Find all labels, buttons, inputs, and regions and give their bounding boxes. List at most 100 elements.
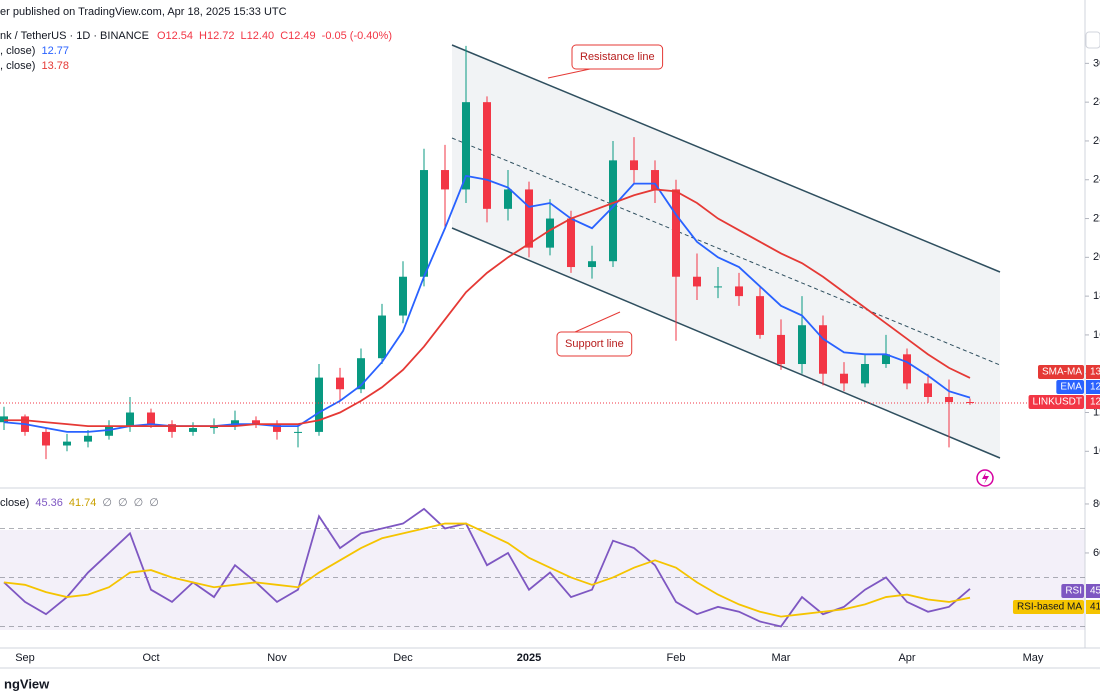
candle-body [672,189,680,277]
candle-body [714,286,722,288]
axis-value: 45.36 [1090,586,1100,597]
axis-value: 41.74 [1090,602,1100,613]
axis-tag [1056,380,1084,394]
candle-body [924,383,932,397]
x-tick-label: Oct [142,652,159,664]
logo-text: ngView [4,676,50,691]
y-tick-label: 24 [1093,174,1100,186]
sma-legend: , close) [0,60,35,72]
candle-body [273,424,281,432]
candle-body [756,296,764,335]
candle-body [315,377,323,432]
candle-body [126,412,134,427]
candle-body [84,435,92,442]
candle-body [693,276,701,287]
axis-tag-label: RSI [1065,586,1082,597]
y-tick-label: 10 [1093,445,1100,457]
candle-body [168,424,176,432]
lightning-icon[interactable] [976,469,994,487]
candle-body [945,396,953,403]
candle-body [903,354,911,384]
candle-body [504,189,512,209]
y-tick-label: 60 [1093,547,1100,559]
resistance-line [451,44,1001,273]
x-tick-label: Dec [393,652,413,664]
annotation-box [571,44,664,70]
annotation-pointer [574,311,621,333]
lightning-bolt [982,472,989,484]
rsi-legend: close) [0,497,29,509]
candle-body [840,373,848,384]
annotation-text: Resistance line [580,51,655,63]
x-tick-label: May [1023,652,1044,664]
ema-legend: , close) [0,45,35,57]
x-tick-label: Apr [898,652,915,664]
y-tick-label: 30 [1093,57,1100,69]
annotation-box [556,331,633,357]
candle-body [525,189,533,248]
sma-value: 13.78 [41,60,69,72]
axis-tag-label: RSI-based MA [1017,602,1082,613]
candle-body [399,276,407,316]
y-tick-label: 16 [1093,329,1100,341]
candle-body [798,325,806,365]
axis-value-tag [1086,365,1100,379]
series-line [4,188,971,427]
axis-tag-label: EMA [1060,382,1082,393]
candle-body [861,364,869,384]
axis-tag-label: SMA-MA [1042,367,1082,378]
candle-body [777,334,785,365]
change: -0.05 (-0.40%) [322,30,392,42]
support-line [451,227,1001,459]
candle-body [63,441,71,446]
annotation-pointer [547,68,591,79]
rsi-extra: ∅ [134,497,144,509]
axis-tag [1012,600,1084,614]
ohlc-low: L12.40 [241,30,275,42]
ohlc-high: H12.72 [199,30,234,42]
candle-body [378,315,386,359]
rsi-value: 45.36 [35,497,63,509]
candle-body [252,420,260,425]
x-tick-label: Nov [267,652,287,664]
candle-body [588,261,596,268]
axis-tag-label: LINKUSDT [1033,397,1082,408]
candle-body [546,218,554,248]
rsi-extra: ∅ [149,497,159,509]
candle-body [42,431,50,446]
y-tick-label: 22 [1093,212,1100,224]
x-tick-label: Feb [667,652,686,664]
candle-body [420,170,428,277]
x-tick-label: 2025 [517,652,541,664]
axis-tag [1061,584,1084,598]
channel-midline [451,137,1001,366]
y-tick-label: 18 [1093,290,1100,302]
axis-tag [1028,395,1084,409]
annotation-text: Support line [565,338,624,350]
y-tick-label: 20 [1093,251,1100,263]
ohlc-close: C12.49 [280,30,315,42]
candle-body [609,160,617,262]
series-line [3,522,971,618]
candle-body [105,426,113,436]
y-tick-label: 28 [1093,96,1100,108]
settings-button[interactable] [1085,31,1100,49]
candle-body [462,102,470,190]
rsi-extra: ∅ [118,497,128,509]
axis-value-tag [1086,600,1100,614]
axis-value: 13.78 [1090,367,1100,378]
candle-body [819,325,827,374]
axis-value: 12.49 [1090,397,1100,408]
candle-body [231,420,239,427]
symbol: nk / TetherUS · 1D · BINANCE [0,30,149,42]
candle-body [483,102,491,209]
candle-body [567,218,575,268]
axis-value-tag [1086,584,1100,598]
ema-value: 12.77 [41,45,69,57]
candle-body [441,170,449,190]
candle-body [630,160,638,171]
candle-body [294,431,302,433]
y-tick-label: 12 [1093,406,1100,418]
rsi-extra: ∅ [102,497,112,509]
axis-value-tag [1086,395,1100,409]
